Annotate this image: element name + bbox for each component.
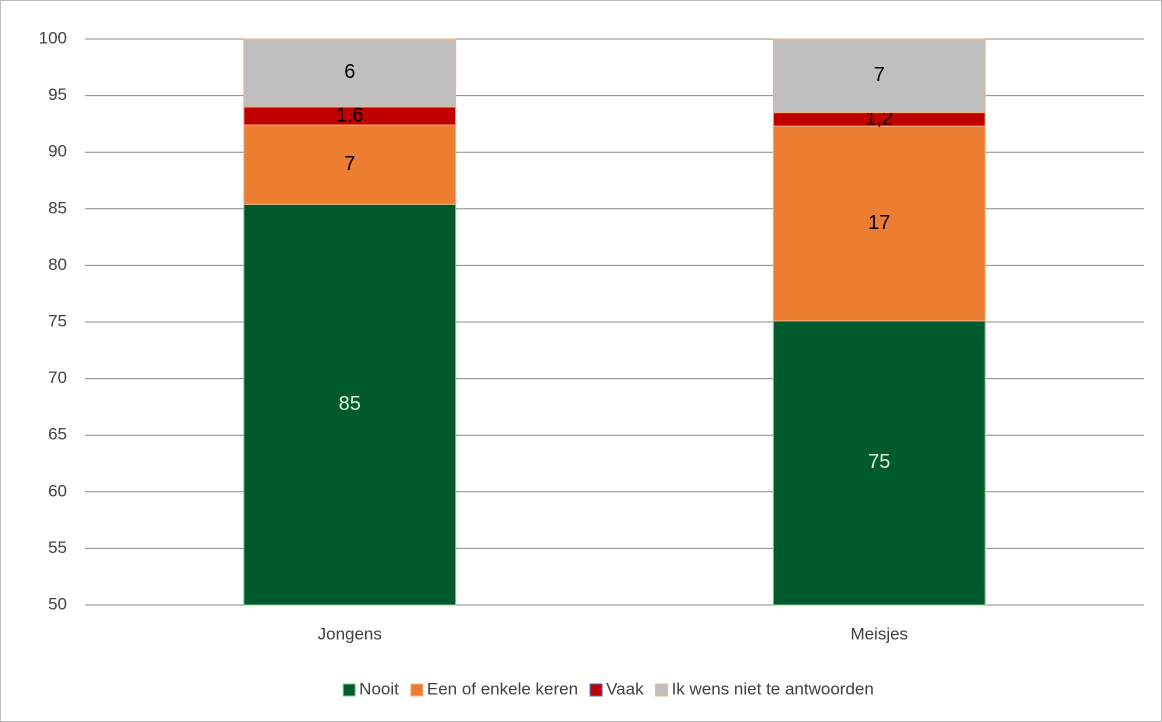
bar-segment [772, 320, 986, 606]
data-label: 17 [868, 212, 890, 234]
legend-swatch [589, 683, 603, 697]
legend-label: Vaak [606, 679, 644, 698]
data-label: 75 [868, 451, 890, 473]
legend-swatch [342, 683, 356, 697]
data-label: 85 [339, 393, 361, 415]
y-tick-label: 55 [48, 538, 67, 557]
bar-segment [243, 203, 457, 606]
legend-label: Nooit [359, 679, 399, 698]
y-tick-label: 75 [48, 311, 67, 330]
x-tick-label: Meisjes [850, 624, 908, 643]
legend-label: Een of enkele keren [427, 679, 578, 698]
legend-label: Ik wens niet te antwoorden [672, 679, 874, 698]
y-tick-label: 85 [48, 198, 67, 217]
y-tick-label: 95 [48, 85, 67, 104]
y-tick-label: 60 [48, 481, 67, 500]
data-label: 7 [874, 64, 885, 86]
legend-swatch [655, 683, 669, 697]
y-tick-label: 80 [48, 255, 67, 274]
data-label: 1,6 [336, 104, 364, 126]
y-tick-label: 65 [48, 425, 67, 444]
y-tick-label: 100 [39, 28, 67, 47]
data-label: 7 [344, 153, 355, 175]
y-tick-label: 70 [48, 368, 67, 387]
data-label: 1,2 [865, 108, 893, 130]
bar-segment [772, 125, 986, 322]
legend-swatch [410, 683, 424, 697]
bar-segment [772, 38, 986, 114]
x-tick-label: Jongens [318, 624, 382, 643]
bar-segment [243, 124, 457, 205]
y-tick-label: 90 [48, 142, 67, 161]
bar-segment [243, 38, 457, 108]
data-label: 6 [344, 61, 355, 83]
y-tick-label: 50 [48, 594, 67, 613]
